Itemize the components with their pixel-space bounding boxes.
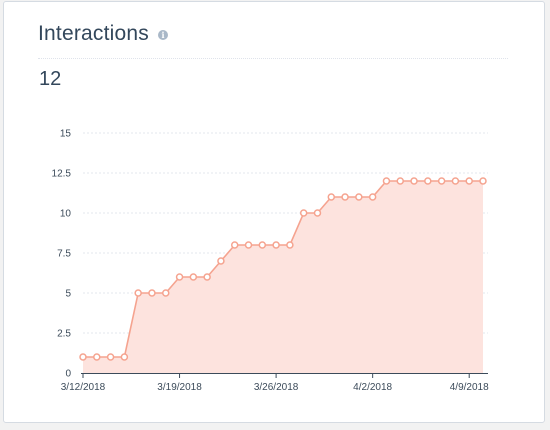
data-point[interactable] [479,177,487,185]
data-point[interactable] [79,353,87,361]
data-point[interactable] [189,273,198,281]
data-point[interactable] [175,273,184,281]
data-points [79,177,487,361]
data-point[interactable] [368,193,377,201]
data-point[interactable] [299,209,308,217]
x-tick-label: 3/12/2018 [61,382,106,393]
info-icon[interactable]: i [157,30,168,40]
data-point[interactable] [134,289,142,297]
data-point[interactable] [148,289,156,297]
data-point[interactable] [258,241,267,249]
x-tick-label: 3/19/2018 [157,382,202,393]
data-point[interactable] [106,353,115,361]
y-tick-label: 5 [65,289,71,300]
y-tick-label: 10 [60,209,72,220]
y-tick-label: 7.5 [57,249,71,260]
y-tick-labels: 0 2.5 5 7.5 10 12.5 15 [52,129,72,380]
data-point[interactable] [424,177,432,185]
data-point[interactable] [355,193,363,201]
data-point[interactable] [272,241,280,249]
data-point[interactable] [327,193,336,201]
data-point[interactable] [437,177,446,185]
data-point[interactable] [230,241,239,249]
data-point[interactable] [465,177,473,185]
series-area [83,181,483,373]
data-point[interactable] [120,353,129,361]
x-tick-label: 4/2/2018 [353,382,392,393]
data-point[interactable] [203,273,211,281]
header-divider [38,58,508,59]
data-point[interactable] [313,209,322,217]
card-title: Interactions [38,22,149,45]
y-tick-label: 0 [65,369,71,380]
interactions-total: 12 [39,68,62,90]
data-point[interactable] [244,241,253,249]
data-point[interactable] [217,257,225,265]
data-point[interactable] [382,177,391,185]
card-header: Interactions i [38,22,168,46]
x-axis [81,373,488,378]
x-tick-label: 4/9/2018 [450,382,489,393]
data-point[interactable] [410,177,418,185]
data-point[interactable] [396,177,404,185]
x-tick-label: 3/26/2018 [254,382,299,393]
y-tick-label: 12.5 [52,169,72,180]
data-point[interactable] [162,289,170,297]
y-tick-label: 2.5 [57,329,71,340]
data-point[interactable] [286,241,294,249]
y-tick-label: 15 [60,129,72,140]
area-fill-group [83,181,483,373]
data-point[interactable] [341,193,349,201]
x-tick-labels: 3/12/2018 3/19/2018 3/26/2018 4/2/2018 4/9/2… [61,382,489,393]
data-point[interactable] [451,177,460,185]
data-point[interactable] [93,353,101,361]
